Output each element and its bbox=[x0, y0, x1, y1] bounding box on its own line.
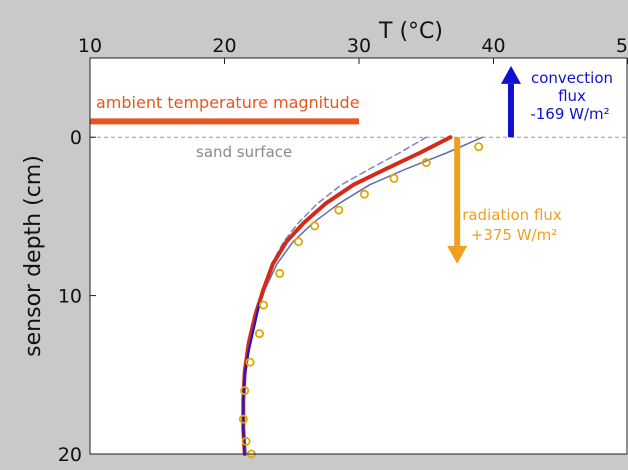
radiation-flux-value: +375 W/m² bbox=[471, 226, 557, 244]
radiation-flux-label: radiation flux bbox=[462, 206, 562, 224]
y-tick-label: 0 bbox=[70, 127, 82, 149]
measured-temperature-point bbox=[334, 205, 344, 215]
series-layer bbox=[238, 135, 484, 459]
measured-temperature-point bbox=[474, 142, 484, 152]
measured-temperature-point bbox=[238, 414, 248, 424]
deep-profile-line bbox=[242, 302, 261, 456]
y-tick-label: 20 bbox=[58, 444, 82, 466]
measured-temperature-point bbox=[241, 436, 251, 446]
x-tick-label: 50 bbox=[616, 35, 628, 57]
convection-flux-label-line2: flux bbox=[558, 87, 586, 105]
x-axis-title: T (°C) bbox=[378, 19, 443, 44]
measured-temperature-point bbox=[359, 189, 369, 199]
measured-temperature-point bbox=[259, 300, 269, 310]
arrow-layer bbox=[447, 65, 521, 264]
measured-temperature-point bbox=[293, 237, 303, 247]
radiation-flux-arrow-head bbox=[447, 245, 468, 264]
sand-surface-label: sand surface bbox=[196, 143, 292, 161]
measured-temperature-point bbox=[254, 329, 264, 339]
x-tick-label: 40 bbox=[481, 35, 505, 57]
x-tick-label: 30 bbox=[347, 35, 371, 57]
y-tick-label: 10 bbox=[58, 286, 82, 308]
convection-flux-label-line1: convection bbox=[531, 69, 613, 87]
convection-flux-arrow-head bbox=[500, 65, 521, 84]
x-tick-label: 20 bbox=[212, 35, 236, 57]
x-tick-label: 10 bbox=[78, 35, 102, 57]
convection-flux-value: -169 W/m² bbox=[530, 105, 609, 123]
measured-temperature-point bbox=[310, 221, 320, 231]
ambient-temperature-label: ambient temperature magnitude bbox=[96, 93, 360, 112]
measured-temperature-point bbox=[389, 173, 399, 183]
measured-temperature-point bbox=[275, 268, 285, 278]
measured-temperature-point bbox=[245, 357, 255, 367]
measured-temperature-point bbox=[240, 386, 250, 396]
measured-temperature-point bbox=[421, 158, 431, 168]
y-axis-title: sensor depth (cm) bbox=[21, 155, 46, 357]
tick-layer: 10 20 30 40 50 0 10 20 bbox=[58, 35, 628, 466]
